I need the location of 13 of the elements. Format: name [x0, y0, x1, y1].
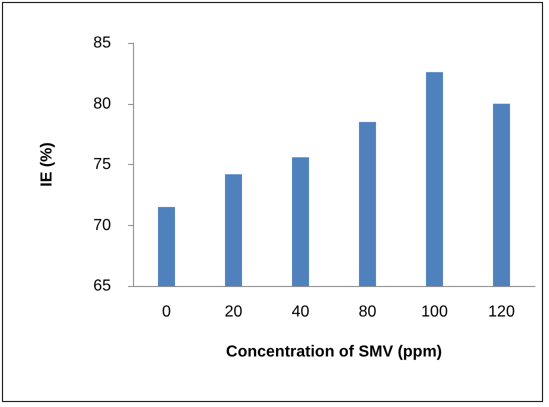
x-tick-label: 120: [488, 304, 515, 320]
y-tick-label: 80: [93, 95, 112, 112]
x-tick-label: 80: [358, 304, 376, 320]
y-tick-label: 70: [93, 216, 112, 234]
y-axis-title: IE (%): [38, 142, 56, 187]
x-tick-label: 20: [224, 304, 242, 320]
y-tick-label: 75: [93, 156, 112, 173]
y-tick-label: 85: [93, 34, 112, 52]
x-tick-label: 40: [292, 304, 310, 320]
x-tick-label: 100: [421, 304, 448, 320]
y-tick-label: 65: [93, 278, 112, 294]
x-axis-title: Concentration of SMV (ppm): [226, 344, 442, 360]
x-tick-label: 0: [162, 304, 172, 320]
